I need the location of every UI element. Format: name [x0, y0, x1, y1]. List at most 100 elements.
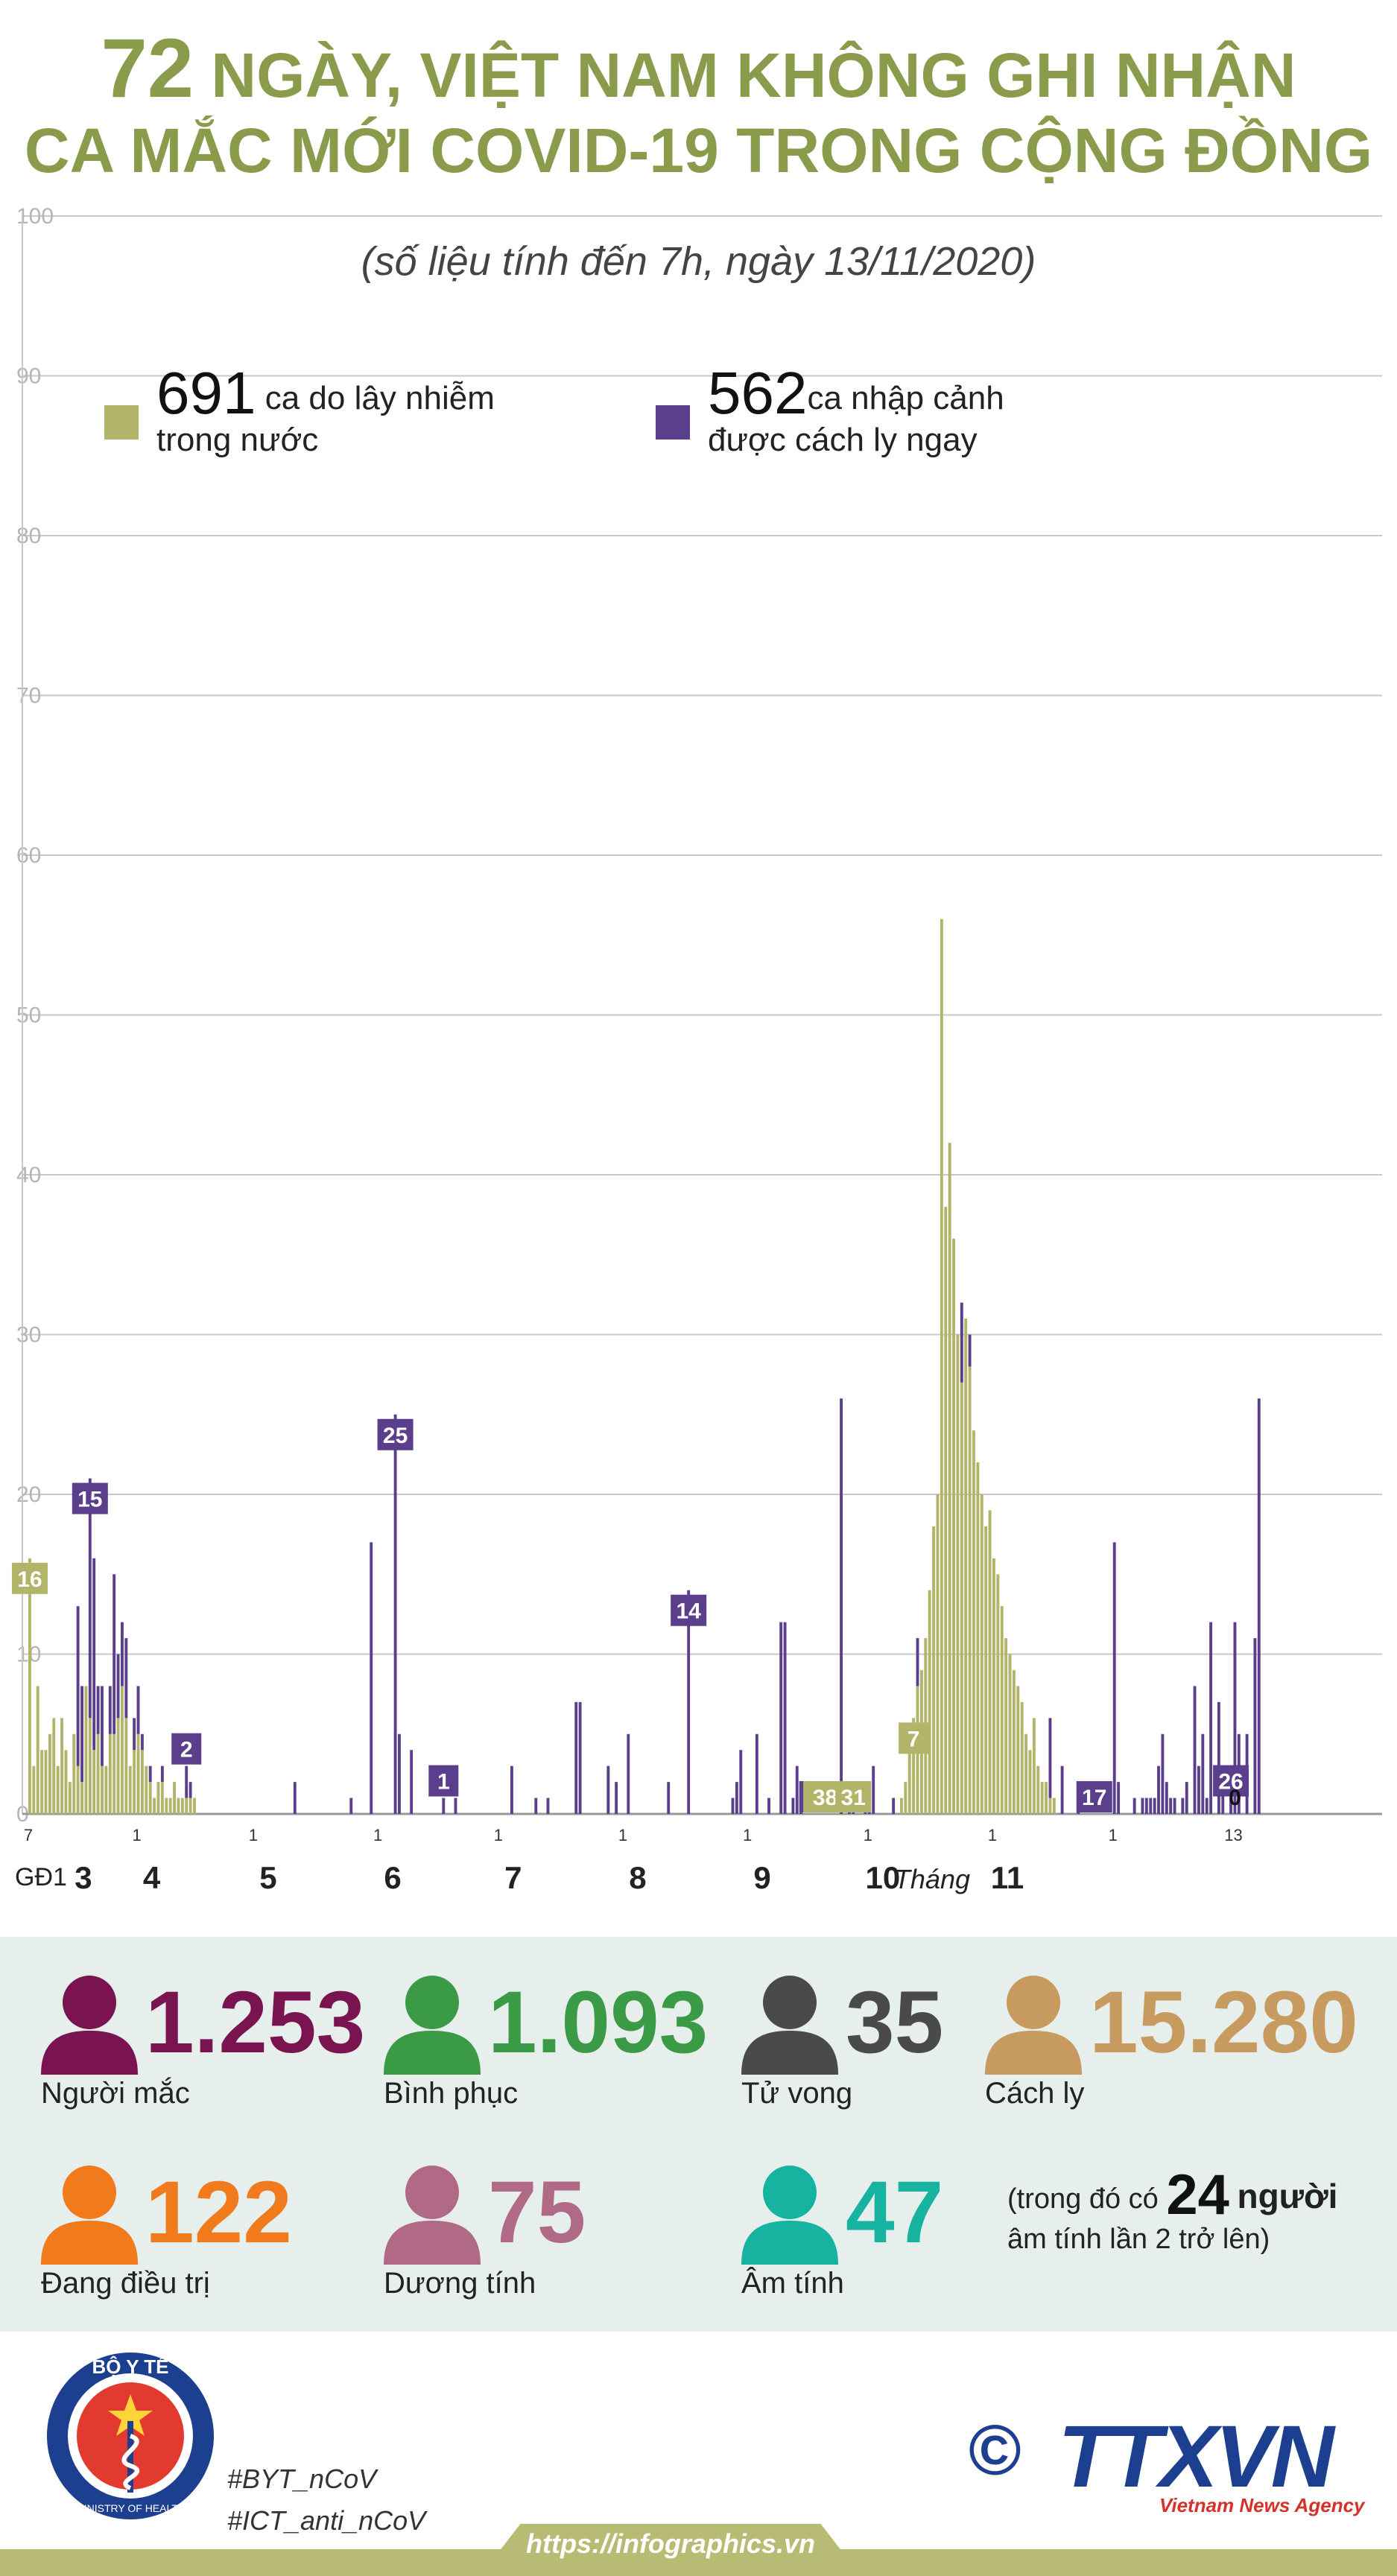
hashtag-2: #ICT_anti_nCoV — [227, 2505, 426, 2536]
y-tick-label: 80 — [16, 524, 41, 548]
bar-label-box — [671, 1594, 707, 1626]
bar-domestic — [148, 1782, 152, 1814]
case-chart: 0102030405060708090100161522511426564238… — [11, 204, 1382, 1895]
ministry-of-health-logo: BỘ Y TẾ MINISTRY OF HEALTH — [47, 2353, 214, 2519]
bar-imported — [1197, 1766, 1200, 1814]
y-tick-label: 50 — [16, 1003, 41, 1028]
bar-domestic — [88, 1718, 92, 1814]
legend-imported-label1: ca nhập cảnh — [807, 380, 1004, 416]
month-label: 4 — [143, 1860, 161, 1895]
bar-imported — [1217, 1701, 1220, 1814]
bar-domestic — [1036, 1766, 1040, 1814]
bar-imported — [795, 1766, 799, 1814]
legend-imported-label2: được cách ly ngay — [708, 422, 978, 458]
bar-imported — [124, 1638, 128, 1719]
month-prefix-label: Tháng — [894, 1864, 970, 1894]
bar-domestic — [185, 1798, 189, 1814]
bar-domestic — [140, 1750, 144, 1814]
note-word: người — [1237, 2177, 1338, 2215]
bar-imported — [88, 1478, 92, 1719]
bar-domestic — [113, 1733, 116, 1814]
bar-domestic — [52, 1718, 56, 1814]
bar-domestic — [133, 1750, 136, 1814]
bar-domestic — [1000, 1606, 1004, 1814]
site-link[interactable]: https://infographics.vn — [492, 2524, 849, 2561]
bar-domestic — [928, 1590, 931, 1814]
month-label: 3 — [75, 1860, 92, 1895]
bar-imported — [1173, 1798, 1176, 1814]
legend-imported-count: 562 — [708, 360, 808, 426]
stat-label: Bình phục — [384, 2077, 519, 2110]
page-title-line2: CA MẮC MỚI COVID-19 TRONG CỘNG ĐỒNG — [24, 115, 1373, 185]
bar-imported — [574, 1701, 578, 1814]
page-title-line1: 72 NGÀY, VIỆT NAM KHÔNG GHI NHẬN — [0, 27, 1397, 114]
day-tick-label: 7 — [24, 1826, 33, 1844]
bar-domestic — [956, 1334, 960, 1814]
bar-domestic — [976, 1462, 980, 1814]
y-tick-label: 70 — [16, 684, 41, 708]
bar-domestic — [907, 1750, 911, 1814]
bar-value-label: 25 — [383, 1424, 408, 1448]
bar-domestic — [1040, 1782, 1044, 1814]
person-icon — [41, 2166, 138, 2265]
bar-domestic — [48, 1733, 51, 1814]
bar-imported — [80, 1686, 83, 1783]
person-icon — [985, 1976, 1082, 2075]
bar-domestic — [1004, 1638, 1008, 1814]
bar-imported — [546, 1798, 550, 1814]
bar-domestic — [165, 1798, 168, 1814]
bar-domestic — [1045, 1782, 1048, 1814]
bar-imported — [454, 1798, 457, 1814]
bar-imported — [148, 1766, 152, 1783]
month-label: 8 — [629, 1860, 646, 1895]
bar-imported — [1141, 1798, 1144, 1814]
legend-domestic-label2: trong nước — [156, 422, 319, 458]
bar-value-label: 0 — [1229, 1786, 1241, 1810]
bar-domestic — [56, 1766, 60, 1814]
bar-imported — [1181, 1798, 1185, 1814]
bar-domestic — [173, 1782, 176, 1814]
bar-label-box — [1076, 1781, 1112, 1812]
month-label: 7 — [504, 1860, 522, 1895]
bar-domestic — [1032, 1718, 1036, 1814]
bar-domestic — [1020, 1701, 1024, 1814]
bar-imported — [627, 1733, 630, 1814]
legend-imported-swatch — [656, 405, 690, 440]
bar-domestic — [1024, 1733, 1028, 1814]
day-tick-label: 1 — [743, 1826, 752, 1844]
bar-label-box — [72, 1482, 108, 1514]
day-tick-label: 13 — [1224, 1826, 1242, 1844]
y-tick-label: 60 — [16, 843, 41, 868]
stat-value: 75 — [488, 2163, 586, 2262]
bar-imported — [121, 1622, 124, 1687]
legend-domestic-count: 691 — [156, 360, 256, 426]
bar-imported — [1165, 1782, 1168, 1814]
ministry-bottom-text: MINISTRY OF HEALTH — [75, 2502, 186, 2514]
bar-imported — [101, 1686, 104, 1766]
bar-imported — [534, 1798, 538, 1814]
stat-label: Âm tính — [741, 2267, 844, 2300]
bar-domestic — [72, 1733, 76, 1814]
legend-domestic-label1: ca do lây nhiễm — [264, 380, 495, 416]
legend-domestic: 691 ca do lây nhiễm trong nước — [104, 364, 495, 461]
bar-value-label: 2 — [180, 1738, 193, 1763]
day-tick-label: 1 — [864, 1826, 872, 1844]
bar-imported — [1149, 1798, 1153, 1814]
bar-imported — [840, 1398, 843, 1814]
bar-imported — [735, 1782, 738, 1814]
bar-imported — [1209, 1622, 1213, 1814]
bar-imported — [892, 1798, 896, 1814]
bar-domestic — [36, 1686, 39, 1814]
hashtag-1: #BYT_nCoV — [227, 2464, 377, 2494]
bar-imported — [1169, 1798, 1173, 1814]
stat-label: Đang điều trị — [41, 2267, 210, 2300]
bar-domestic — [28, 1558, 31, 1814]
bar-domestic — [104, 1766, 108, 1814]
page-subtitle: (số liệu tính đến 7h, ngày 13/11/2020) — [361, 239, 1036, 284]
day-tick-label: 1 — [132, 1826, 141, 1844]
bar-imported — [779, 1622, 783, 1814]
bar-imported — [783, 1622, 787, 1814]
stat-label: Dương tính — [384, 2267, 536, 2300]
bar-imported — [1229, 1798, 1232, 1814]
bar-imported — [140, 1733, 144, 1751]
